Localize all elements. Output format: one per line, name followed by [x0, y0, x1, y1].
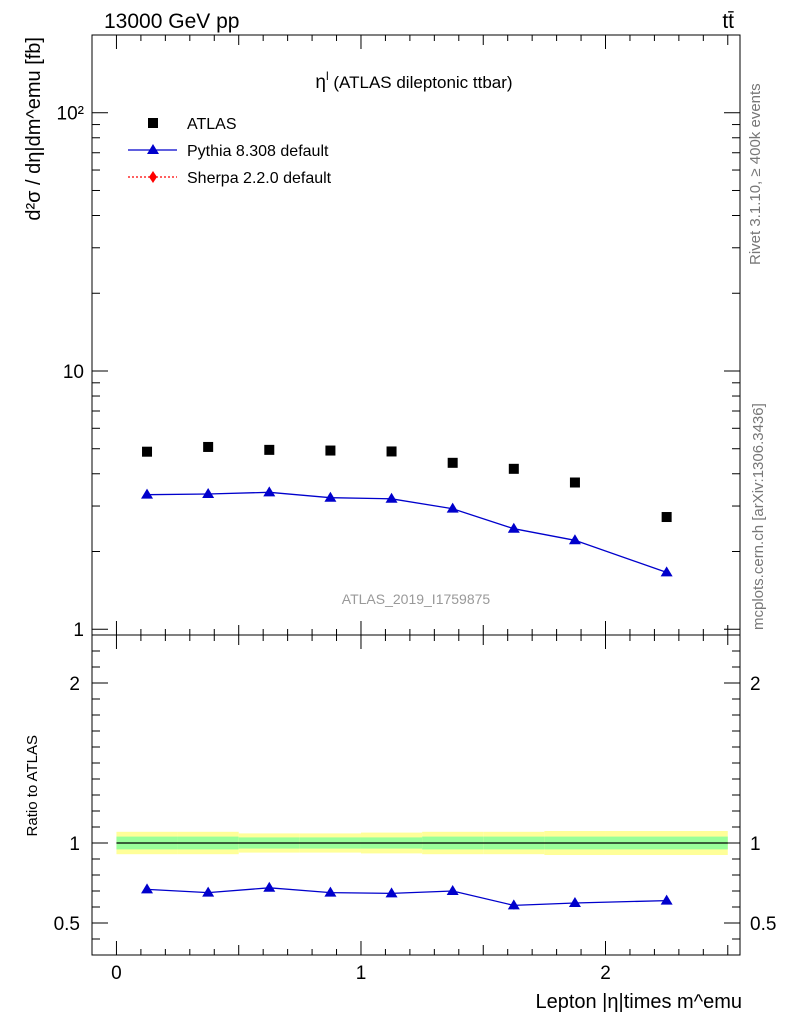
- pythia-point: [324, 491, 337, 502]
- main-y-tick-labels: 1 10 10²: [57, 104, 84, 642]
- pythia-point: [141, 488, 154, 499]
- ratio-pythia-point: [446, 885, 459, 895]
- legend-label: Pythia 8.308 default: [187, 143, 329, 160]
- atlas-point: [661, 512, 672, 523]
- x-tick-label: 1: [356, 963, 367, 984]
- main-title-eta: η: [315, 72, 326, 93]
- ratio-y-tick-label: 0.5: [54, 914, 80, 935]
- main-title: ηl (ATLAS dileptonic ttbar): [315, 69, 512, 93]
- atlas-point: [447, 457, 458, 468]
- ratio-tick-labels: 0.5 0.5 1 1 2 2 0 1 2: [54, 674, 777, 984]
- atlas-point: [203, 441, 214, 452]
- legend-label: ATLAS: [187, 116, 237, 133]
- atlas-point: [264, 444, 275, 455]
- legend-sherpa-marker: [149, 171, 157, 183]
- pythia-point: [660, 566, 673, 577]
- ratio-pythia-point: [141, 883, 154, 894]
- pythia-point: [568, 534, 581, 545]
- ratio-bands: [116, 831, 728, 855]
- ratio-ticks: [92, 634, 740, 955]
- ratio-panel: 0.5 0.5 1 1 2 2 0 1 2 Ratio to ATLAS Lepton |η|t…: [24, 634, 777, 1013]
- main-title-superscript: l: [326, 69, 329, 83]
- atlas-point: [569, 477, 580, 488]
- x-tick-label: 0: [111, 963, 122, 984]
- ratio-frame: [91, 634, 741, 956]
- ratio-y-tick-label: 1: [69, 834, 80, 855]
- process-label: tt̄: [722, 10, 734, 33]
- ratio-y-tick-label-right: 0.5: [750, 914, 776, 935]
- atlas-point: [142, 446, 153, 457]
- main-y-tick-label: 10²: [57, 104, 84, 125]
- ratio-pythia-point: [507, 899, 520, 910]
- ratio-y-tick-label: 2: [69, 674, 80, 695]
- main-ticks: [92, 34, 740, 635]
- main-y-axis-label: d²σ / dη|dm^emu [fb]: [23, 37, 45, 221]
- legend-label: Sherpa 2.2.0 default: [187, 170, 332, 187]
- main-series-layer: [141, 441, 673, 577]
- atlas-point: [325, 445, 336, 456]
- main-panel: 1 10 10² ηl (ATLAS dileptonic ttbar) ATLAS…: [23, 34, 741, 642]
- ratio-pythia-point: [660, 894, 673, 905]
- energy-label: 13000 GeV pp: [104, 10, 239, 33]
- ratio-y-tick-label-right: 1: [750, 834, 761, 855]
- ratio-y-axis-label: Ratio to ATLAS: [24, 735, 41, 836]
- ratio-pythia-point: [385, 887, 398, 898]
- watermark: ATLAS_2019_I1759875: [342, 591, 491, 607]
- legend-pythia-marker: [147, 144, 159, 154]
- ratio-series-layer: [141, 881, 673, 910]
- main-y-tick-label: 10: [63, 362, 84, 383]
- atlas-point: [508, 463, 519, 474]
- pythia-point: [385, 492, 398, 503]
- ratio-pythia-line: [146, 887, 667, 907]
- atlas-point: [386, 446, 397, 457]
- x-axis-label: Lepton |η|times m^emu: [535, 991, 742, 1013]
- rivet-label: Rivet 3.1.10, ≥ 400k events: [747, 83, 764, 265]
- mcplots-label: mcplots.cern.ch [arXiv:1306.3436]: [750, 403, 767, 630]
- ratio-pythia-point: [324, 886, 337, 897]
- pythia-point: [202, 487, 215, 498]
- ratio-y-tick-label-right: 2: [750, 674, 761, 695]
- pythia-line: [146, 491, 667, 574]
- legend-atlas-marker: [148, 118, 158, 128]
- main-y-tick-label: 1: [73, 620, 84, 641]
- legend: ATLAS Pythia 8.308 default Sherpa 2.2.0 de…: [128, 116, 332, 187]
- pythia-point: [263, 486, 276, 497]
- pythia-point: [507, 522, 520, 533]
- ratio-pythia-point: [202, 886, 215, 897]
- pythia-point: [446, 502, 459, 513]
- main-title-rest: (ATLAS dileptonic ttbar): [329, 73, 513, 92]
- ratio-pythia-point: [568, 897, 581, 907]
- ratio-pythia-point: [263, 881, 276, 892]
- x-tick-label: 2: [600, 963, 611, 984]
